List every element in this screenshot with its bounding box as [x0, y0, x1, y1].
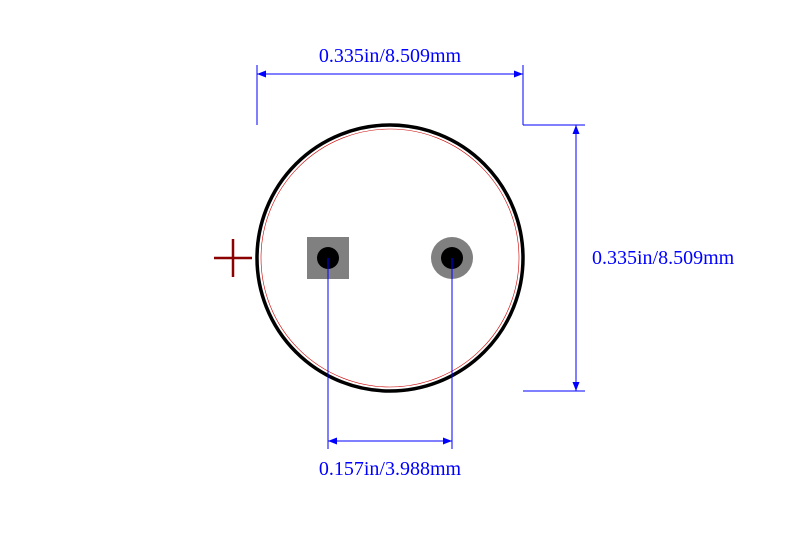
dim-top-label: 0.335in/8.509mm	[319, 45, 462, 67]
body-silkscreen	[261, 129, 519, 387]
dim-right-label: 0.335in/8.509mm	[592, 247, 735, 269]
body-outline	[257, 125, 523, 391]
dim-bottom-label: 0.157in/3.988mm	[319, 458, 462, 480]
drawing-canvas: 120.335in/8.509mm0.335in/8.509mm0.157in/…	[0, 0, 800, 555]
